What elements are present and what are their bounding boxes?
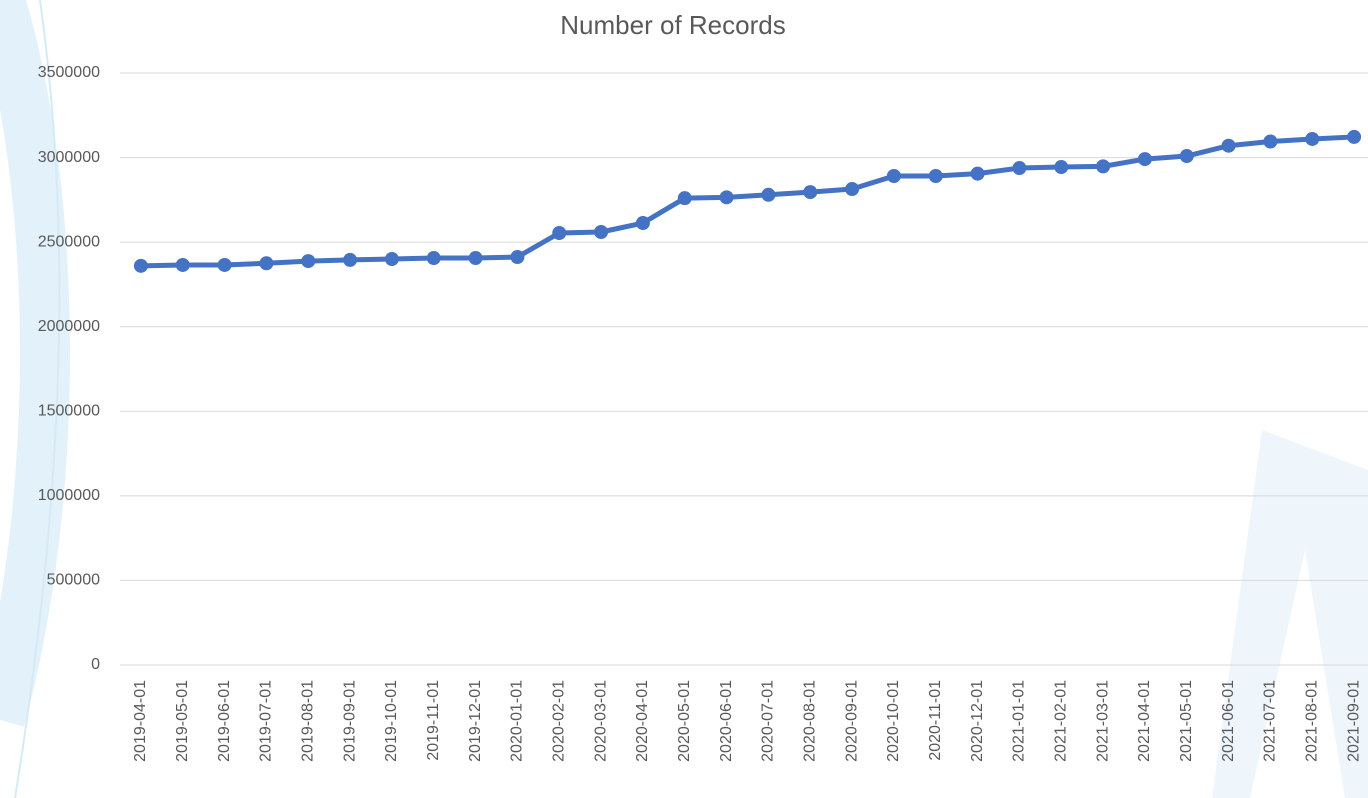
background-decoration xyxy=(0,0,70,727)
marker xyxy=(552,226,567,241)
x-tick-label: 2020-10-01 xyxy=(885,680,902,762)
x-tick-label: 2019-04-01 xyxy=(132,680,149,762)
y-tick-label: 0 xyxy=(91,656,100,673)
marker xyxy=(217,257,232,272)
marker xyxy=(384,252,399,267)
y-tick-label: 2500000 xyxy=(38,233,100,250)
marker xyxy=(343,252,358,267)
marker xyxy=(970,166,985,181)
marker xyxy=(1347,129,1362,144)
x-tick-label: 2019-11-01 xyxy=(425,680,442,761)
marker xyxy=(761,187,776,202)
x-tick-label: 2019-09-01 xyxy=(341,680,358,762)
marker xyxy=(845,182,860,197)
marker xyxy=(1263,134,1278,149)
marker xyxy=(175,257,190,272)
x-tick-label: 2021-03-01 xyxy=(1094,680,1111,762)
marker xyxy=(301,254,316,269)
marker xyxy=(928,169,943,184)
marker xyxy=(510,250,525,265)
background-decoration xyxy=(1212,430,1368,798)
x-tick-label: 2019-05-01 xyxy=(174,680,191,762)
marker xyxy=(677,191,692,206)
x-tick-label: 2021-09-01 xyxy=(1345,680,1362,762)
x-tick-label: 2020-07-01 xyxy=(760,680,777,762)
x-tick-label: 2020-01-01 xyxy=(509,680,526,762)
marker xyxy=(886,169,901,184)
marker xyxy=(594,224,609,239)
x-tick-label: 2021-02-01 xyxy=(1052,680,1069,762)
marker xyxy=(133,258,148,273)
y-tick-label: 500000 xyxy=(47,572,100,589)
marker xyxy=(719,190,734,205)
x-tick-label: 2020-03-01 xyxy=(592,680,609,762)
x-tick-label: 2021-05-01 xyxy=(1178,680,1195,762)
y-tick-label: 1500000 xyxy=(38,403,100,420)
marker xyxy=(259,256,274,271)
x-tick-label: 2019-10-01 xyxy=(383,680,400,762)
line xyxy=(140,134,1355,269)
y-tick-label: 2000000 xyxy=(38,318,100,335)
x-tick-label: 2020-06-01 xyxy=(718,680,735,762)
x-tick-label: 2020-09-01 xyxy=(843,680,860,762)
x-tick-label: 2021-04-01 xyxy=(1136,680,1153,762)
y-tick-label: 3500000 xyxy=(38,64,100,81)
x-tick-label: 2021-06-01 xyxy=(1220,680,1237,762)
x-tick-label: 2021-08-01 xyxy=(1303,680,1320,762)
marker xyxy=(1305,131,1320,146)
marker xyxy=(1179,149,1194,164)
x-tick-label: 2020-08-01 xyxy=(801,680,818,762)
x-tick-label: 2019-12-01 xyxy=(467,680,484,762)
marker xyxy=(1096,159,1111,174)
x-tick-label: 2020-02-01 xyxy=(550,680,567,762)
marker xyxy=(803,185,818,200)
x-tick-label: 2019-08-01 xyxy=(299,680,316,762)
marker xyxy=(1221,138,1236,153)
chart-title: Number of Records xyxy=(560,10,785,40)
x-tick-label: 2020-04-01 xyxy=(634,680,651,762)
marker xyxy=(426,251,441,266)
x-tick-label: 2021-01-01 xyxy=(1011,680,1028,762)
marker xyxy=(1137,152,1152,167)
x-tick-label: 2020-12-01 xyxy=(969,680,986,762)
marker xyxy=(1054,160,1069,175)
x-tick-label: 2019-07-01 xyxy=(258,680,275,762)
marker xyxy=(635,216,650,231)
x-tick-label: 2020-05-01 xyxy=(676,680,693,762)
background-decoration xyxy=(14,0,61,798)
y-tick-label: 1000000 xyxy=(38,487,100,504)
x-tick-label: 2020-11-01 xyxy=(927,680,944,761)
x-tick-label: 2019-06-01 xyxy=(216,680,233,762)
marker xyxy=(1012,161,1027,176)
marker xyxy=(468,251,483,266)
x-tick-label: 2021-07-01 xyxy=(1262,680,1279,762)
y-tick-label: 3000000 xyxy=(38,149,100,166)
